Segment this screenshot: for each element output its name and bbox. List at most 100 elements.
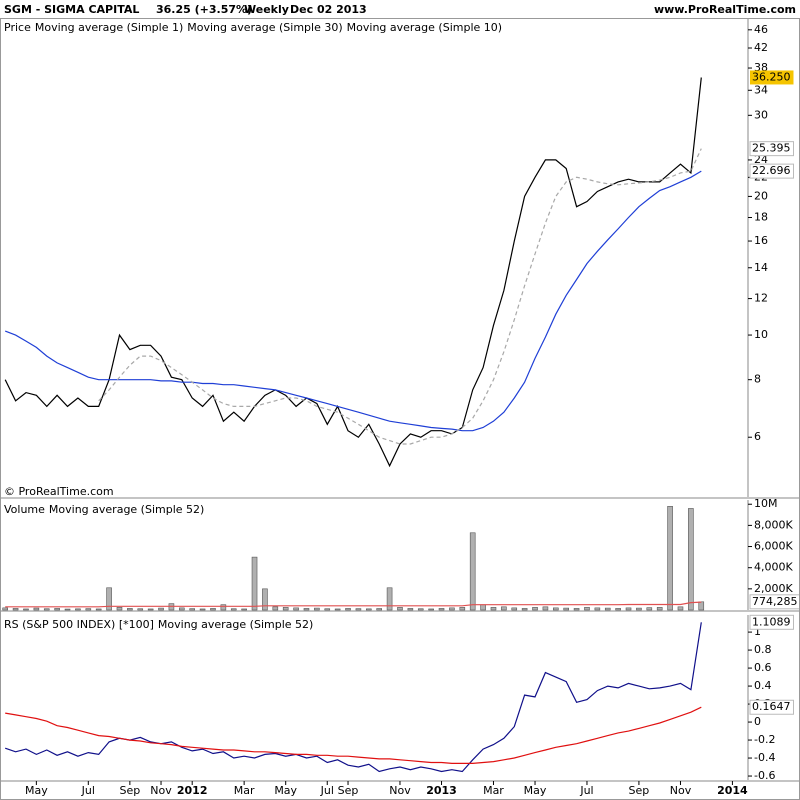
volume-bar [106, 587, 112, 611]
last-value-label: 25.395 [752, 142, 791, 155]
volume-bar [12, 608, 19, 611]
volume-bar [75, 608, 81, 611]
volume-bar [241, 608, 247, 611]
x-tick-label: Jul [320, 784, 334, 797]
volume-bar [220, 604, 227, 611]
last-value-box [749, 614, 794, 630]
series-line [4, 170, 702, 432]
last-value-box [749, 163, 794, 179]
x-tick-label: Sep [119, 784, 140, 797]
volume-bar [158, 607, 164, 611]
volume-bar [314, 607, 320, 611]
site: www.ProRealTime.com [654, 3, 796, 16]
last-value-label: 36.250 [752, 70, 791, 83]
y-tick-label: 16 [754, 234, 768, 247]
volume-bar [127, 608, 133, 611]
volume-bar [43, 608, 50, 611]
volume-bar [469, 532, 476, 611]
volume-bar [262, 588, 268, 611]
last-value-tag: 22.696 [749, 163, 794, 179]
volume-bar [179, 607, 185, 611]
last-value-box [749, 141, 794, 157]
volume-bar [251, 556, 258, 611]
volume-bar [573, 608, 580, 611]
last-value-tag: 25.395 [749, 141, 794, 157]
volume-bar [688, 508, 694, 611]
x-tick-label: Nov [389, 784, 411, 797]
volume-bar [199, 608, 206, 611]
volume-bar [303, 608, 310, 611]
x-tick-label: Sep [629, 784, 650, 797]
volume-bar [345, 608, 351, 611]
volume-bar [116, 607, 123, 611]
y-tick-label: 1 [754, 625, 761, 638]
volume-bar [397, 607, 403, 611]
volume-bar [355, 608, 362, 611]
volume-bar [521, 608, 528, 611]
volume-bar [490, 607, 497, 611]
last-value-label: 0.1647 [752, 700, 791, 713]
volume-bar [407, 608, 414, 611]
volume-bar [137, 608, 144, 611]
symbol: SGM - SIGMA CAPITAL [4, 3, 139, 16]
y-tick-label: 4,000K [754, 561, 793, 574]
y-tick-label: 34 [754, 83, 768, 96]
y-tick-label: 10 [754, 328, 768, 341]
x-tick-label: Jul [579, 784, 593, 797]
y-tick-label: 6,000K [754, 540, 793, 553]
legend-entry: Moving average (Simple 30) [187, 21, 342, 34]
y-tick-label: 8,000K [754, 518, 793, 531]
copyright: © ProRealTime.com [4, 485, 114, 498]
volume-bar [293, 607, 299, 611]
volume-bar [594, 607, 601, 611]
volume-bar [428, 608, 434, 611]
volume-bar [511, 607, 518, 611]
volume-bar [501, 606, 507, 611]
volume-bar [272, 606, 279, 611]
volume-bar [438, 608, 445, 611]
last-value-box [749, 699, 794, 715]
volume-bar [95, 608, 102, 611]
volume-bar [563, 607, 569, 611]
volume-bar [54, 608, 60, 611]
last-value-box [750, 70, 794, 85]
y-tick-label: 6 [754, 430, 761, 443]
volume-bar [2, 607, 8, 611]
y-tick-label: -0.4 [754, 751, 775, 764]
x-tick-label: May [25, 784, 48, 797]
last-value-tag: 1.1089 [749, 614, 794, 630]
volume-bar [189, 608, 195, 611]
legend-entry: Moving average (Simple 10) [347, 21, 502, 34]
volume-bar [33, 607, 40, 611]
legend-entry: Moving average (Simple 52) [49, 503, 204, 516]
y-tick-label: -0.2 [754, 733, 775, 746]
y-tick-label: 42 [754, 41, 768, 54]
last-value-label: 774,285 [752, 595, 798, 608]
volume-bar [459, 607, 466, 611]
volume-bar [625, 607, 632, 611]
last-value-tag: 774,285 [749, 594, 800, 610]
volume-bar [147, 608, 154, 611]
volume-bar [282, 607, 289, 611]
y-tick-label: 24 [754, 153, 768, 166]
legend-label: Price [4, 21, 31, 34]
series-line [98, 148, 702, 445]
period: Weekly [244, 3, 289, 16]
volume-bar [376, 608, 382, 611]
volume-bar [532, 607, 538, 611]
y-tick-label: 12 [754, 292, 768, 305]
volume-bar [230, 608, 237, 611]
volume-bar [553, 607, 559, 611]
series-line [5, 706, 702, 764]
series-line [4, 77, 702, 468]
y-tick-label: 0 [754, 715, 761, 728]
volume-bar [677, 606, 684, 611]
y-tick-label: 10M [754, 497, 778, 510]
legend-entry: Volume [4, 503, 45, 516]
x-tick-label: 2012 [177, 784, 208, 797]
y-tick-label: 18 [754, 210, 768, 223]
y-tick-label: 2,000K [754, 582, 793, 595]
y-tick-label: -0.6 [754, 769, 775, 782]
